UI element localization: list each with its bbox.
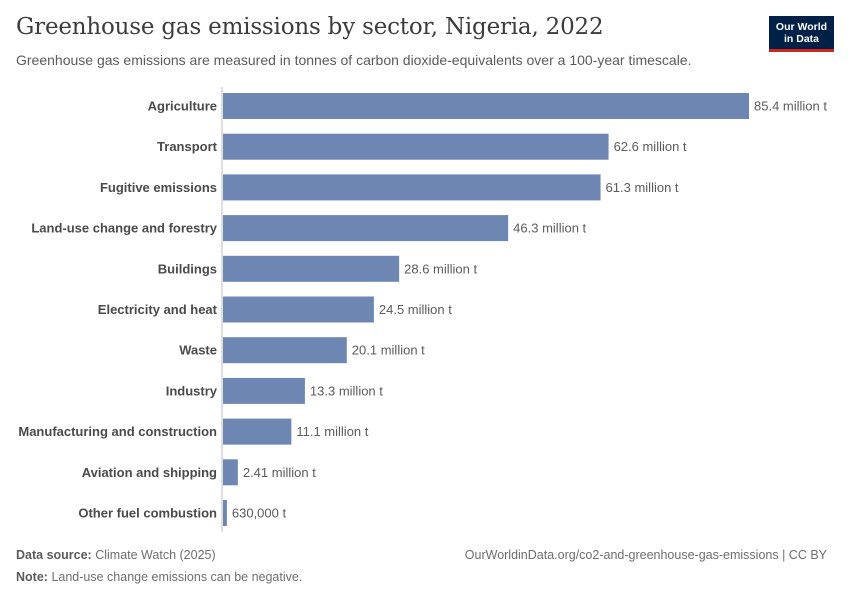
- value-label: 85.4 million t: [754, 99, 827, 114]
- category-label: Agriculture: [148, 99, 217, 114]
- value-label: 630,000 t: [232, 506, 287, 521]
- bar[interactable]: [223, 500, 227, 526]
- data-source: Data source: Climate Watch (2025): [16, 548, 216, 562]
- category-label: Land-use change and forestry: [31, 221, 217, 236]
- bar[interactable]: [223, 337, 347, 364]
- value-label: 46.3 million t: [513, 221, 586, 236]
- owid-logo[interactable]: Our World in Data: [769, 16, 834, 52]
- bar[interactable]: [223, 215, 509, 242]
- chart-subtitle: Greenhouse gas emissions are measured in…: [16, 52, 692, 68]
- value-label: 11.1 million t: [296, 424, 368, 439]
- bar[interactable]: [223, 255, 400, 282]
- data-source-label: Data source:: [16, 548, 92, 562]
- category-label: Buildings: [158, 261, 217, 276]
- bar-chart: Agriculture 85.4 million t Transport 62.6 m…: [18, 87, 827, 532]
- value-label: 20.1 million t: [352, 343, 425, 358]
- category-label: Electricity and heat: [98, 302, 218, 317]
- value-label: 24.5 million t: [379, 302, 452, 317]
- category-label: Other fuel combustion: [78, 506, 217, 521]
- bar[interactable]: [223, 133, 609, 160]
- bar[interactable]: [223, 93, 749, 119]
- bar[interactable]: [223, 296, 374, 323]
- bar[interactable]: [223, 418, 292, 445]
- bar[interactable]: [223, 174, 601, 201]
- note-label: Note:: [16, 570, 48, 584]
- category-label: Aviation and shipping: [82, 465, 217, 480]
- chart-title: Greenhouse gas emissions by sector, Nige…: [16, 14, 604, 40]
- value-label: 61.3 million t: [606, 180, 679, 195]
- chart-note: Note: Land-use change emissions can be n…: [16, 570, 302, 584]
- logo-line-1: Our World: [775, 21, 828, 33]
- logo-line-2: in Data: [783, 33, 819, 45]
- bar[interactable]: [223, 377, 305, 404]
- value-label: 2.41 million t: [243, 465, 316, 480]
- value-label: 13.3 million t: [310, 383, 383, 398]
- source-url[interactable]: OurWorldinData.org/co2-and-greenhouse-ga…: [464, 548, 827, 562]
- category-label: Fugitive emissions: [100, 180, 217, 195]
- value-label: 62.6 million t: [614, 139, 687, 154]
- category-label: Manufacturing and construction: [18, 424, 217, 439]
- category-label: Industry: [166, 383, 218, 398]
- bar[interactable]: [223, 459, 238, 486]
- category-label: Waste: [179, 343, 217, 358]
- note-text: Land-use change emissions can be negativ…: [51, 570, 303, 584]
- data-source-link[interactable]: Climate Watch (2025): [95, 548, 216, 562]
- category-label: Transport: [157, 139, 218, 154]
- value-label: 28.6 million t: [404, 261, 477, 276]
